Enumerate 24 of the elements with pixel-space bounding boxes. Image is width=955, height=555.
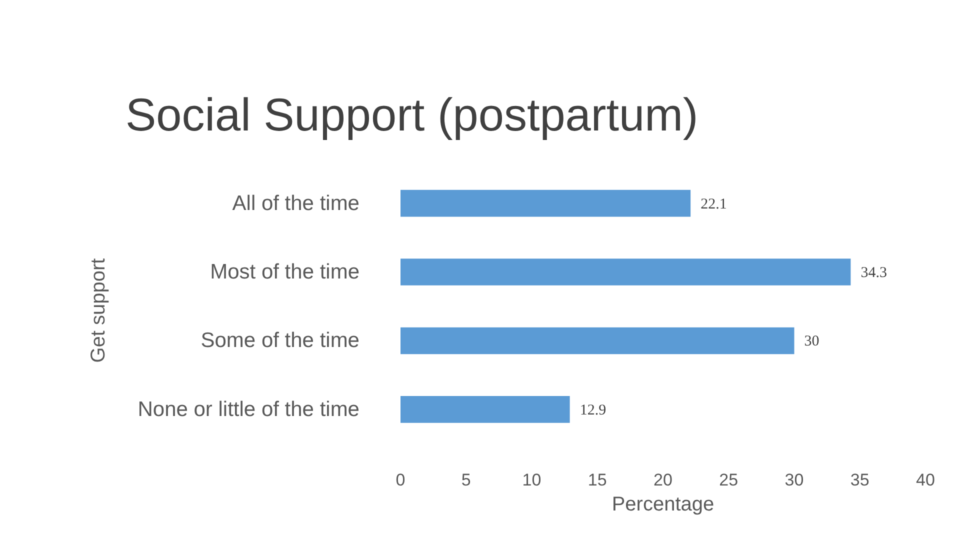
chart-title: Social Support (postpartum): [126, 88, 698, 140]
y-tick-label: All of the time: [232, 192, 360, 215]
x-tick-label: 10: [522, 470, 542, 490]
bar: [400, 396, 570, 423]
bar: [400, 190, 691, 217]
x-tick-label: 5: [461, 470, 471, 490]
x-tick-label: 35: [850, 470, 870, 490]
y-axis-title: Get support: [88, 258, 110, 363]
data-label: 30: [804, 334, 820, 350]
bar: [400, 327, 794, 354]
y-tick-label: None or little of the time: [138, 398, 360, 421]
y-tick-label: Some of the time: [200, 329, 360, 352]
x-tick-label: 25: [719, 470, 738, 490]
x-tick-label: 0: [396, 470, 406, 490]
x-tick-label: 40: [916, 470, 935, 490]
x-axis-title: Percentage: [612, 494, 714, 516]
x-tick-label: 20: [654, 470, 672, 490]
x-tick-label: 15: [588, 470, 607, 490]
data-label: 34.3: [860, 265, 887, 282]
x-tick-label: 30: [784, 470, 804, 490]
data-label: 12.9: [580, 402, 606, 418]
y-tick-label: Most of the time: [210, 260, 360, 284]
bar: [400, 258, 851, 286]
data-label: 22.1: [700, 196, 727, 212]
